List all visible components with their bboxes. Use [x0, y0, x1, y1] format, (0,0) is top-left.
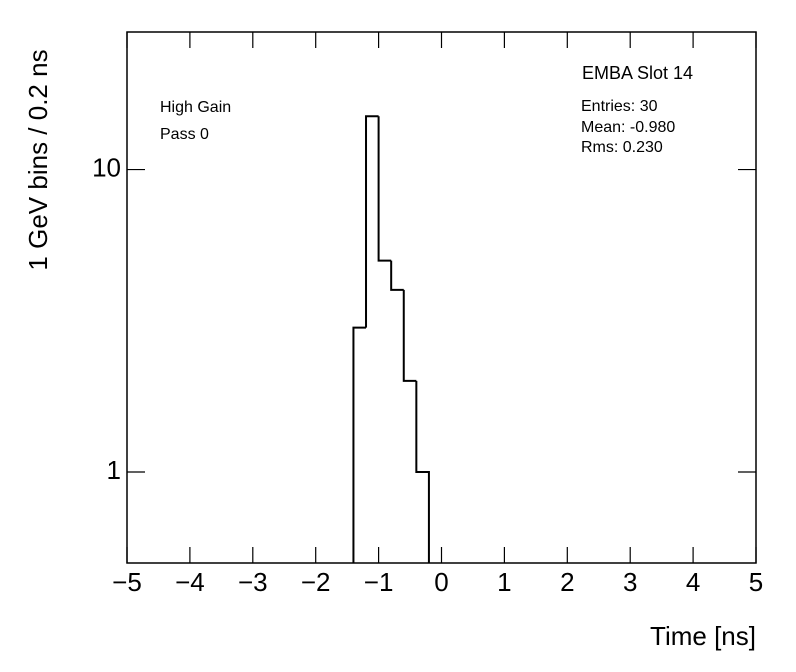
histogram-bin — [402, 289, 417, 382]
stats-mean: Mean: -0.980 — [581, 119, 675, 136]
annotation: High Gain — [160, 99, 231, 116]
x-tick-label: −5 — [112, 567, 142, 597]
x-tick-label: −2 — [301, 567, 331, 597]
x-tick-label: −4 — [175, 567, 205, 597]
histogram-bin — [352, 326, 367, 563]
x-tick-label: 2 — [560, 567, 574, 597]
y-axis-title: 1 GeV bins / 0.2 ns — [23, 49, 53, 270]
x-tick-label: 5 — [749, 567, 763, 597]
stats-entries: Entries: 30 — [581, 98, 658, 115]
x-tick-label: 4 — [686, 567, 700, 597]
x-axis-title: Time [ns] — [650, 621, 756, 651]
histogram-bin — [365, 115, 379, 328]
histogram-bin — [390, 260, 404, 291]
x-tick-label: 0 — [434, 567, 448, 597]
x-tick-label: −3 — [238, 567, 268, 597]
stats-rms: Rms: 0.230 — [581, 139, 663, 156]
y-tick-label: 10 — [92, 152, 121, 182]
x-tick-label: 3 — [623, 567, 637, 597]
x-tick-label: −1 — [364, 567, 394, 597]
histogram-bin — [415, 380, 430, 563]
histogram-bin — [377, 116, 392, 262]
annotation: Pass 0 — [160, 126, 209, 143]
chart-title: EMBA Slot 14 — [582, 63, 693, 83]
x-tick-label: 1 — [497, 567, 511, 597]
y-tick-label: 1 — [107, 455, 121, 485]
